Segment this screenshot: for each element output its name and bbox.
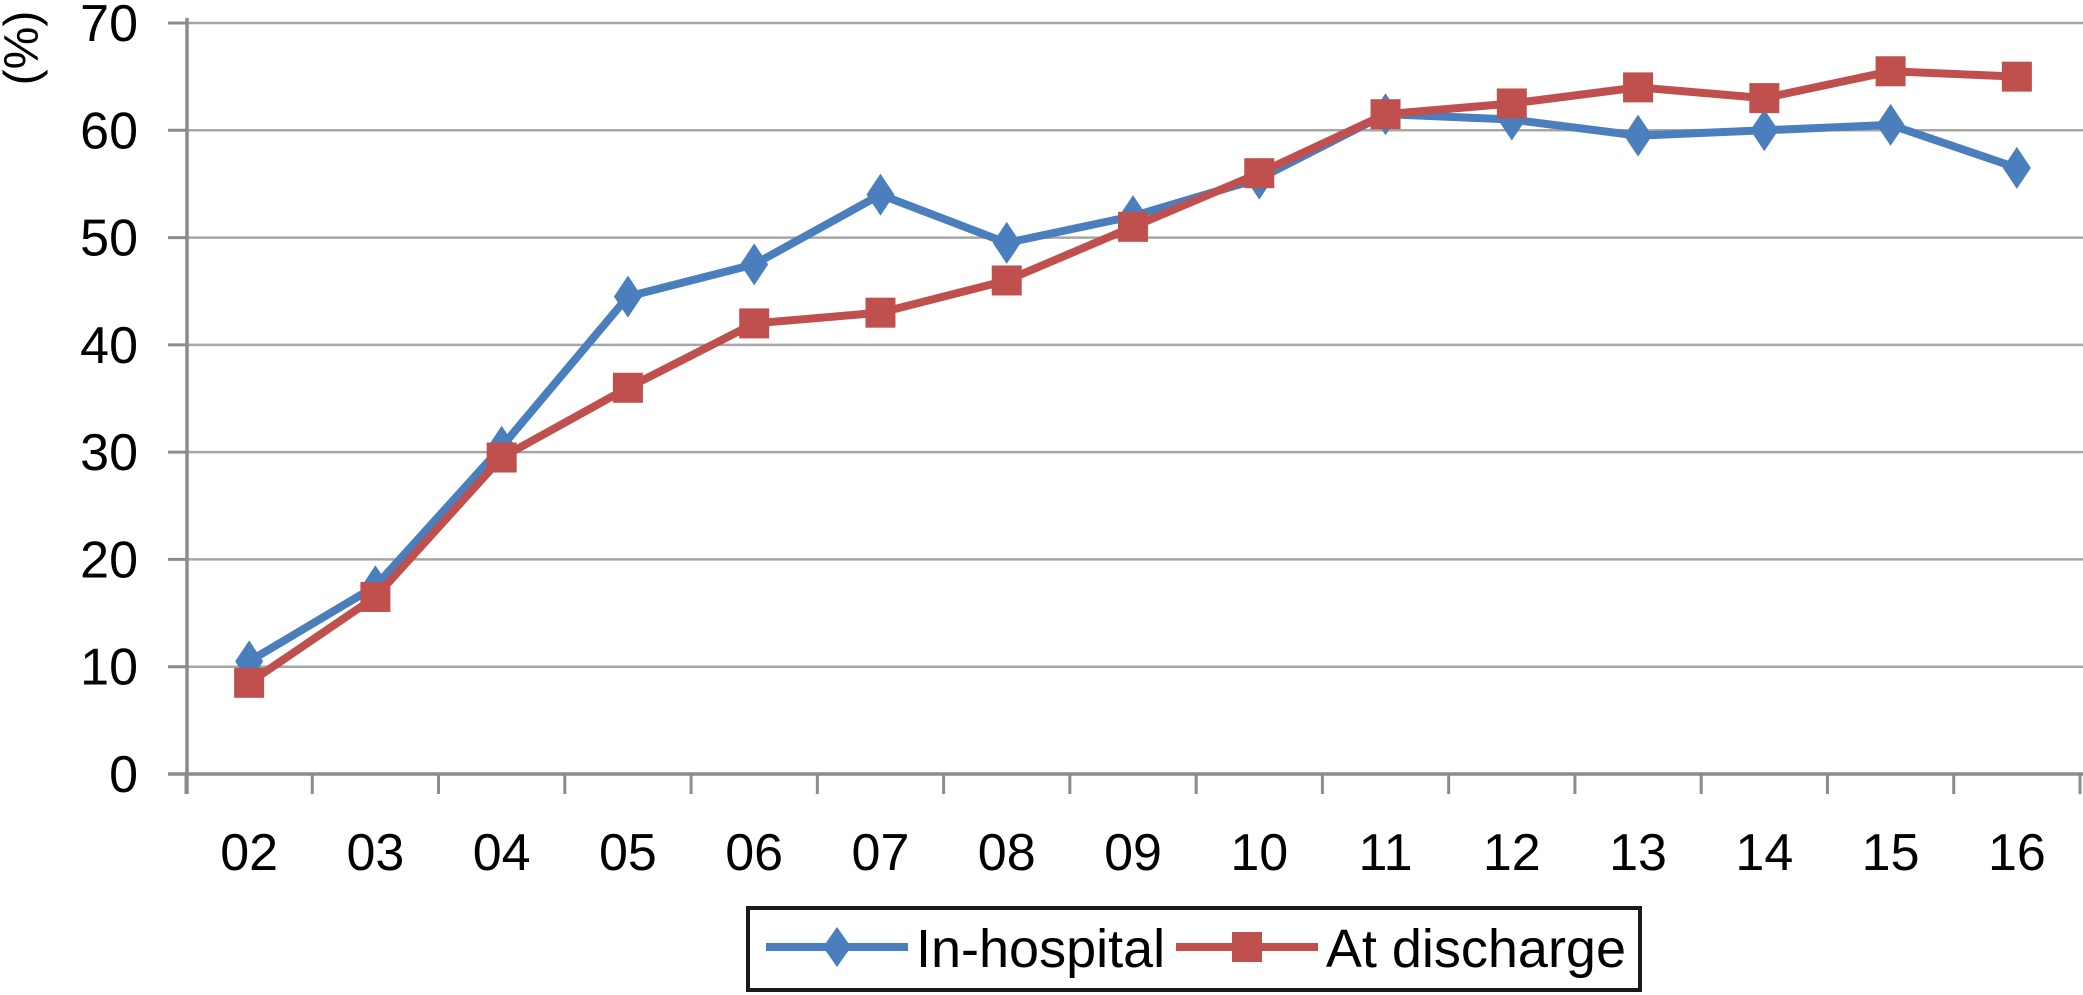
data-point-at-discharge-12 (1496, 88, 1527, 119)
x-tick-label-05: 05 (599, 824, 657, 882)
x-tick-label-11: 11 (1359, 824, 1413, 882)
data-point-at-discharge-03 (360, 581, 391, 612)
x-tick-label-08: 08 (978, 824, 1036, 882)
legend-label-in-hospital: In-hospital (916, 919, 1166, 979)
data-point-at-discharge-06 (739, 308, 770, 339)
x-tick-label-13: 13 (1609, 824, 1667, 882)
y-tick-label-50: 50 (80, 210, 138, 268)
y-tick-label-10: 10 (80, 639, 138, 697)
data-point-at-discharge-08 (991, 265, 1022, 296)
data-point-at-discharge-02 (234, 667, 265, 698)
data-point-at-discharge-13 (1623, 72, 1654, 103)
x-tick-label-14: 14 (1735, 824, 1793, 882)
data-point-at-discharge-09 (1118, 211, 1148, 242)
y-axis-title: (%) (0, 10, 49, 86)
x-tick-label-06: 06 (725, 824, 783, 882)
data-point-in-hospital-14 (1750, 109, 1779, 152)
legend-item-at-discharge: At discharge (1172, 922, 1626, 977)
data-point-in-hospital-06 (740, 243, 769, 286)
series-line-at-discharge (245, 67, 2021, 687)
data-point-in-hospital-13 (1624, 114, 1653, 157)
x-tick-label-16: 16 (1988, 824, 2046, 882)
x-tick-label-03: 03 (346, 824, 404, 882)
data-point-in-hospital-16 (2002, 146, 2031, 189)
data-point-at-discharge-15 (1875, 56, 1906, 87)
data-point-at-discharge-11 (1370, 99, 1401, 130)
in-hospital-line-diamond-icon (762, 922, 912, 977)
x-tick-label-04: 04 (473, 824, 531, 882)
y-tick-label-0: 0 (109, 746, 138, 804)
data-point-in-hospital-07 (866, 173, 895, 216)
y-tick-label-20: 20 (80, 531, 138, 589)
at-discharge-line-square-icon (1172, 922, 1322, 977)
data-point-at-discharge-05 (612, 372, 643, 403)
x-tick-label-15: 15 (1862, 824, 1920, 882)
data-point-in-hospital-08 (992, 221, 1021, 264)
y-tick-label-30: 30 (80, 424, 138, 482)
legend-label-at-discharge: At discharge (1325, 919, 1626, 979)
x-tick-label-02: 02 (220, 824, 278, 882)
data-point-at-discharge-16 (2001, 61, 2032, 92)
legend: In-hospital At discharge (746, 906, 1642, 992)
y-tick-label-70: 70 (80, 0, 138, 53)
data-point-in-hospital-05 (613, 275, 642, 318)
x-tick-label-10: 10 (1230, 824, 1288, 882)
x-tick-label-07: 07 (852, 824, 910, 882)
data-point-at-discharge-07 (865, 297, 896, 328)
data-point-at-discharge-04 (486, 442, 517, 473)
y-tick-label-40: 40 (80, 317, 138, 375)
x-tick-label-12: 12 (1483, 824, 1541, 882)
legend-item-in-hospital: In-hospital (762, 922, 1165, 977)
data-point-at-discharge-14 (1749, 83, 1780, 114)
y-tick-label-60: 60 (80, 102, 138, 160)
data-point-at-discharge-10 (1244, 158, 1275, 189)
data-point-in-hospital-15 (1876, 103, 1905, 146)
x-tick-label-09: 09 (1104, 824, 1162, 882)
